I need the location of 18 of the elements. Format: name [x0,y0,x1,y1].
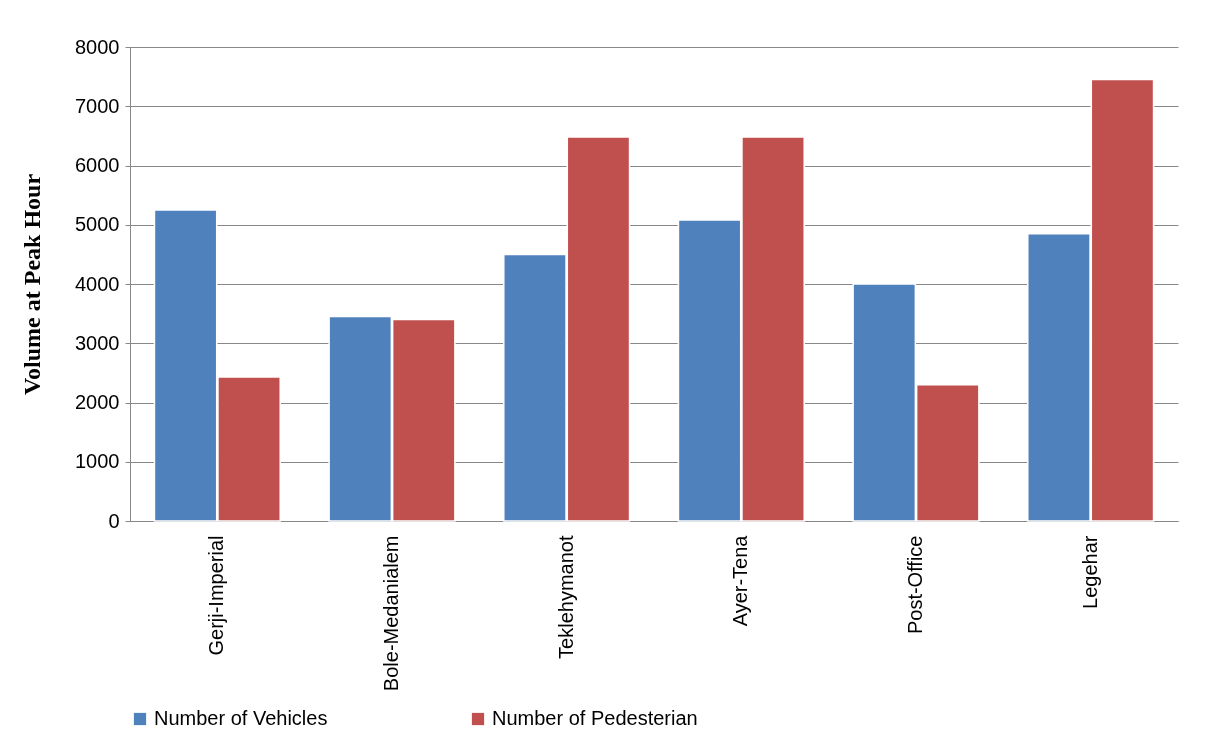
x-tick-label: Gerji-Imperial [205,535,228,656]
x-tick-label: Bole-Medanialem [380,535,402,692]
legend-label: Number of Pedesterian [492,707,698,729]
y-axis-title: Volume at Peak Hour [19,173,46,396]
y-tick-label: 0 [108,509,120,532]
x-tick-label: Ayer-Tena [729,534,752,627]
x-tick-label: Post-Office [904,535,926,635]
y-tick-label: 7000 [75,94,120,117]
y-tick-label: 1000 [75,450,120,473]
y-tick-label: 4000 [75,272,120,295]
y-tick-label: 8000 [75,35,120,58]
y-tick-label: 5000 [75,213,120,236]
x-tick-label: Teklehymanot [554,535,577,659]
y-tick-label: 2000 [75,391,120,413]
y-tick-label: 3000 [75,331,120,354]
x-tick-label: Legehar [1078,535,1101,609]
y-tick-label: 6000 [75,154,120,176]
legend-label: Number of Vehicles [154,707,328,729]
